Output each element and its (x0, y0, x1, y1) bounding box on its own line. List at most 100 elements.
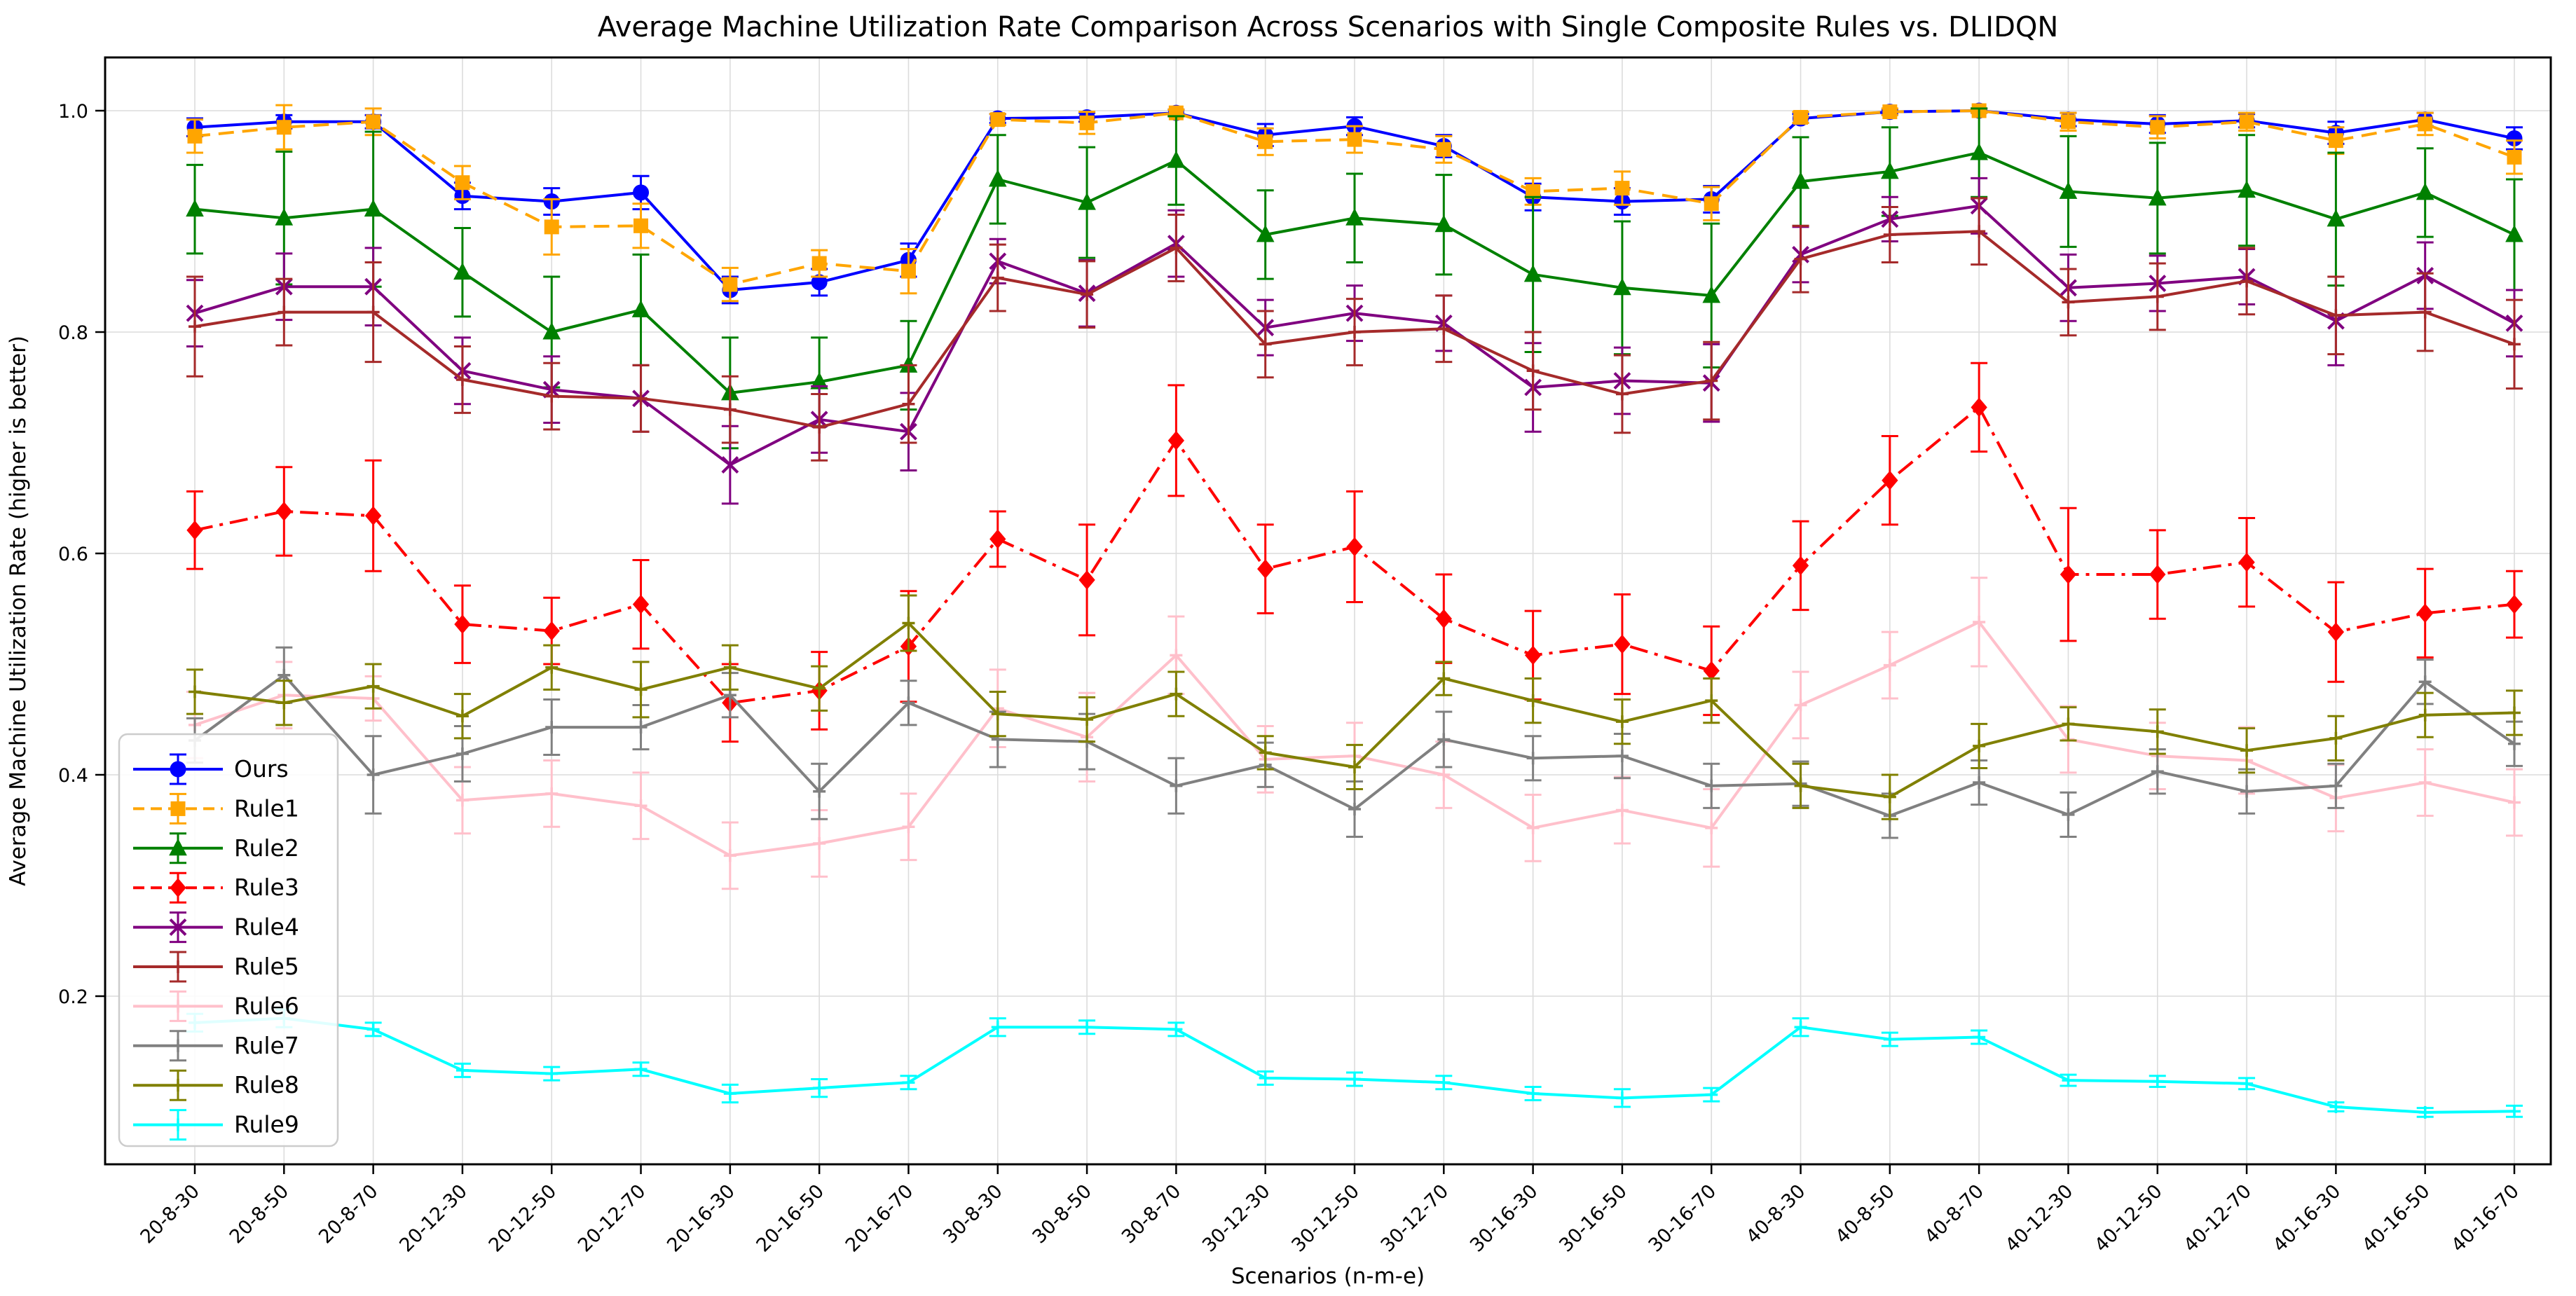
data-point-marker (2506, 594, 2523, 614)
data-point-marker (2505, 224, 2523, 242)
data-point-marker (1436, 142, 1451, 157)
data-point-marker (187, 128, 203, 144)
data-point-marker (1704, 196, 1719, 212)
x-tick-label: 30-12-50 (1287, 1180, 1364, 1257)
x-tick-label: 30-16-30 (1466, 1180, 1542, 1257)
x-tick-label: 40-12-50 (2090, 1180, 2167, 1257)
data-point-marker (1614, 634, 1631, 654)
data-point-marker (170, 801, 186, 816)
legend-item-Rule6: Rule6 (133, 990, 299, 1022)
data-point-marker (170, 761, 186, 778)
data-point-marker (169, 918, 187, 937)
data-point-marker (1167, 151, 1186, 168)
data-point-marker (542, 322, 561, 340)
legend-item-Ours: Ours (133, 753, 289, 785)
legend-label: Rule1 (234, 794, 299, 822)
data-point-marker (1079, 115, 1095, 130)
x-tick-label: 30-8-30 (939, 1180, 1006, 1248)
data-point-marker (1345, 208, 1364, 226)
legend-item-Rule3: Rule3 (133, 871, 299, 904)
legend-label: Rule7 (234, 1032, 299, 1059)
legend-label: Rule4 (234, 914, 299, 941)
data-point-marker (1970, 142, 1988, 160)
data-point-marker (2148, 188, 2167, 206)
data-point-marker (2150, 120, 2165, 135)
data-point-marker (455, 175, 470, 191)
x-tick-label: 40-8-50 (1831, 1180, 1898, 1248)
data-point-marker (1615, 181, 1630, 196)
x-tick-label: 20-12-70 (574, 1180, 650, 1257)
data-point-marker (364, 506, 382, 526)
y-tick-label: 0.8 (58, 322, 88, 344)
legend-item-Rule2: Rule2 (133, 832, 299, 864)
legend-label: Ours (234, 755, 289, 783)
data-point-marker (1346, 537, 1363, 557)
data-point-marker (1703, 661, 1720, 681)
x-tick-label: 20-16-70 (842, 1180, 918, 1257)
data-point-marker (632, 594, 650, 614)
data-point-marker (2060, 565, 2077, 584)
data-point-marker (275, 208, 294, 226)
data-point-marker (631, 300, 650, 317)
y-axis-label: Average Machine Utilization Rate (higher… (6, 336, 31, 886)
data-point-marker (276, 120, 292, 135)
x-tick-label: 30-8-50 (1029, 1180, 1096, 1248)
data-point-marker (2239, 114, 2254, 130)
legend-label: Rule5 (234, 953, 299, 980)
data-point-marker (1434, 214, 1453, 233)
data-point-marker (1078, 193, 1096, 210)
data-point-marker (633, 184, 650, 201)
y-tick-label: 1.0 (58, 101, 88, 123)
data-point-marker (1971, 397, 1987, 418)
data-point-marker (989, 529, 1006, 549)
x-tick-label: 30-12-70 (1377, 1180, 1453, 1257)
data-point-marker (543, 621, 560, 641)
data-point-marker (1881, 161, 1899, 179)
data-point-marker (2328, 133, 2343, 149)
data-point-marker (1613, 277, 1631, 296)
legend: Ours Rule1 Rule2 Rule3 Rule4 Rule5 Rule6 Rule7 R… (118, 733, 339, 1147)
data-point-marker (1882, 470, 1898, 490)
data-point-marker (170, 878, 186, 897)
plot-border (104, 56, 2552, 1166)
data-point-marker (544, 219, 559, 235)
x-tick-label: 20-8-70 (315, 1180, 382, 1248)
data-point-marker (1882, 104, 1898, 120)
x-tick-label: 40-16-70 (2447, 1180, 2523, 1257)
data-point-marker (1791, 172, 1810, 189)
data-point-marker (990, 112, 1006, 127)
data-point-marker (988, 169, 1007, 187)
data-point-marker (454, 614, 471, 634)
x-tick-label: 20-8-30 (137, 1180, 204, 1248)
legend-label: Rule6 (234, 992, 299, 1019)
x-tick-label: 40-12-70 (2179, 1180, 2256, 1257)
data-point-marker (2507, 149, 2522, 165)
data-point-marker (1524, 645, 1542, 666)
data-point-marker (1702, 285, 1721, 303)
data-point-marker (2060, 114, 2076, 130)
data-point-marker (1347, 132, 1362, 147)
data-point-marker (1435, 609, 1452, 628)
y-tick-label: 0.4 (58, 765, 88, 787)
legend-item-Rule9: Rule9 (133, 1109, 299, 1141)
data-point-marker (1792, 556, 1809, 576)
series-Rule8 (186, 594, 2523, 820)
chart-title: Average Machine Utilization Rate Compari… (598, 11, 2059, 43)
legend-item-Rule5: Rule5 (133, 951, 299, 983)
x-tick-label: 40-8-30 (1742, 1180, 1809, 1248)
data-point-marker (1078, 570, 1095, 590)
data-point-marker (2327, 209, 2345, 227)
data-point-marker (2149, 565, 2166, 584)
y-tick-label: 0.2 (58, 986, 88, 1008)
data-point-marker (366, 114, 381, 130)
legend-label: Rule3 (234, 874, 299, 901)
x-tick-label: 40-8-70 (1921, 1180, 1988, 1248)
y-tick-label: 0.6 (58, 544, 88, 565)
legend-label: Rule8 (234, 1071, 299, 1098)
x-tick-label: 20-12-50 (485, 1180, 561, 1257)
series-Rule5 (186, 197, 2523, 462)
data-point-marker (1793, 109, 1809, 125)
x-tick-label: 20-16-50 (753, 1180, 829, 1257)
data-point-marker (2059, 181, 2078, 199)
